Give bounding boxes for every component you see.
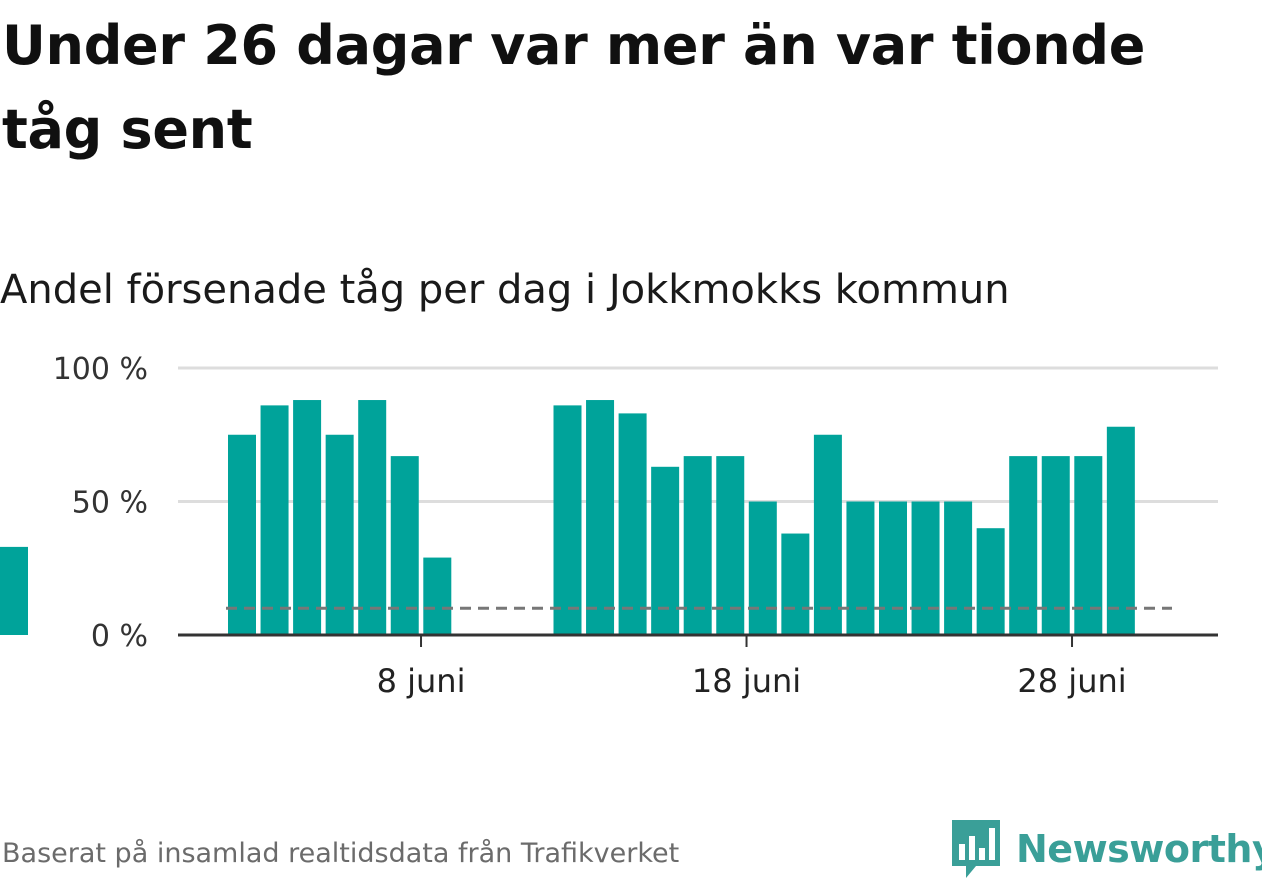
brand-name: Newsworthy (1016, 827, 1262, 871)
bar (879, 501, 907, 635)
bar (1041, 456, 1070, 635)
bar (976, 528, 1005, 635)
bar (781, 533, 810, 635)
bar (1106, 426, 1135, 635)
bar (911, 501, 940, 635)
x-tick-label: 18 juni (692, 662, 801, 700)
bar (0, 546, 28, 635)
y-tick-label: 100 % (53, 352, 148, 387)
bar (228, 434, 256, 635)
bar (1074, 456, 1103, 635)
bar (260, 405, 289, 635)
bar (846, 501, 875, 635)
bar-chart: 0 % 50 % 100 % 8 juni 18 juni 28 juni (0, 352, 1218, 700)
bar-chart-speech-bubble-icon (952, 820, 1000, 878)
axes: 0 % 50 % 100 % 8 juni 18 juni 28 juni (53, 352, 1218, 700)
bars (0, 400, 1135, 635)
bar (716, 456, 745, 635)
bar (293, 400, 322, 635)
x-tick-label: 28 juni (1017, 662, 1126, 700)
bar (618, 413, 647, 635)
bar (748, 501, 777, 635)
bar (1009, 456, 1038, 635)
bar (358, 400, 387, 635)
chart-title: Andel försenade tåg per dag i Jokkmokks … (0, 267, 1010, 313)
bar (944, 501, 973, 635)
bar (586, 400, 615, 635)
bar (683, 456, 712, 635)
x-tick-label: 8 juni (377, 662, 466, 700)
y-tick-label: 50 % (72, 486, 148, 521)
bar (423, 557, 452, 635)
newsworthy-logo[interactable]: Newsworthy (950, 818, 1262, 880)
bar (553, 405, 582, 635)
bar (813, 434, 842, 635)
headline: Under 26 dagar var mer än var tionde tåg… (2, 14, 1146, 161)
bar (325, 434, 354, 635)
bar (390, 456, 419, 635)
y-tick-label: 0 % (91, 619, 148, 654)
source-note: Baserat på insamlad realtidsdata från Tr… (2, 838, 680, 869)
